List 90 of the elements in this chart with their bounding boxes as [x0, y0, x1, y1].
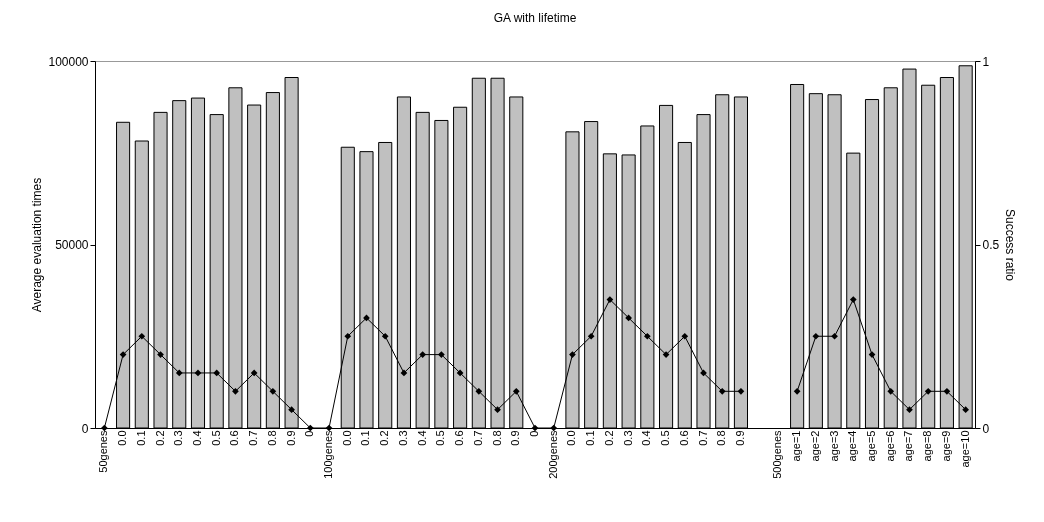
point: [494, 406, 501, 413]
x-tick-label: 0.7: [471, 430, 484, 446]
x-tick-label: 0.5: [659, 430, 672, 446]
x-tick-label: 0.0: [565, 430, 578, 446]
point: [269, 387, 277, 395]
x-tick-label: 0.3: [172, 430, 185, 446]
x-tick-label: 0.2: [153, 430, 166, 446]
x-tick-label: age=3: [827, 430, 840, 462]
x-tick-label: 500genes: [771, 430, 784, 479]
x-tick-label: 0.2: [378, 430, 391, 446]
point: [606, 296, 614, 303]
point: [625, 314, 632, 322]
x-tick-label: 0.9: [733, 430, 746, 446]
x-tick-label: 0.8: [715, 430, 728, 446]
point: [288, 406, 295, 413]
x-tick-label: 0.8: [490, 430, 503, 446]
x-tick-label: 0.5: [209, 430, 222, 446]
x-tick-label: 0.0: [340, 430, 353, 446]
x-tick-label: 0.9: [509, 430, 522, 446]
point: [438, 351, 445, 358]
x-tick-label: 0.9: [284, 430, 297, 446]
x-tick-label: 0.1: [584, 430, 597, 446]
x-tick-label: 0.6: [228, 430, 241, 446]
point: [512, 387, 520, 395]
point: [381, 332, 389, 340]
point: [643, 332, 651, 340]
x-tick-label: 0.3: [621, 430, 634, 446]
x-tick-label: 0.8: [265, 430, 278, 446]
point: [175, 369, 183, 377]
point: [400, 369, 408, 377]
point: [250, 369, 258, 377]
x-tick-label: 0.1: [134, 430, 147, 446]
point: [831, 332, 838, 340]
y2-axis-title: Success ratio: [1003, 208, 1018, 282]
point: [344, 332, 352, 340]
point: [681, 332, 689, 340]
point: [793, 387, 801, 395]
x-tick-label: age=8: [921, 430, 934, 462]
x-tick-label: 0.7: [247, 430, 260, 446]
x-tick-label: 0.4: [640, 430, 653, 446]
point: [849, 296, 857, 303]
point: [569, 351, 576, 358]
x-tick-label: 0.4: [415, 430, 428, 446]
point: [906, 406, 913, 413]
y2-tick-label: 1: [982, 54, 990, 69]
x-tick-label: 0.5: [434, 430, 447, 446]
x-tick-label: 0.7: [696, 430, 709, 446]
x-tick-label: 0.6: [453, 430, 466, 446]
point: [456, 369, 464, 377]
point: [475, 387, 483, 395]
x-tick-label: 200genes: [546, 430, 559, 479]
x-tick-label: 0.2: [602, 430, 615, 446]
x-tick-label: age=10: [958, 430, 971, 468]
y2-tick-label: 0.5: [982, 238, 1000, 252]
point: [962, 406, 969, 413]
x-tick-label: age=9: [939, 430, 952, 462]
x-tick-label: age=7: [902, 430, 915, 462]
point: [737, 387, 745, 395]
point: [587, 332, 595, 340]
x-tick-label: age=2: [808, 430, 821, 462]
x-tick-label: 0.3: [396, 430, 409, 446]
x-tick-label: 100genes: [322, 430, 335, 479]
point: [157, 351, 164, 358]
x-tick-label: age=5: [865, 430, 878, 462]
x-tick-label: 0.4: [190, 430, 203, 446]
x-tick-label: 0: [303, 430, 316, 437]
point: [812, 332, 820, 340]
point: [419, 351, 427, 358]
x-tick-label: 0: [528, 430, 540, 437]
y-tick-label: 50000: [55, 238, 89, 252]
x-tick-label: age=6: [883, 430, 896, 462]
x-tick-label: 0.1: [359, 430, 372, 446]
y-tick-label: 100000: [48, 54, 89, 69]
point: [138, 332, 146, 340]
x-tick-label: 50genes: [97, 430, 110, 473]
point: [232, 387, 239, 395]
y-axis-title: Average evaluation times: [30, 177, 45, 313]
x-tick-label: 0.6: [677, 430, 690, 446]
point: [718, 387, 726, 395]
x-tick-label: age=4: [846, 430, 859, 462]
x-tick-label: 0.0: [116, 430, 129, 446]
point: [119, 351, 127, 358]
chart-title: GA with lifetime: [493, 11, 577, 25]
point: [194, 369, 202, 377]
point: [924, 387, 932, 395]
x-tick-label: age=1: [790, 430, 803, 462]
point: [213, 369, 221, 377]
point: [943, 387, 951, 395]
point: [887, 387, 895, 395]
point: [662, 351, 670, 358]
